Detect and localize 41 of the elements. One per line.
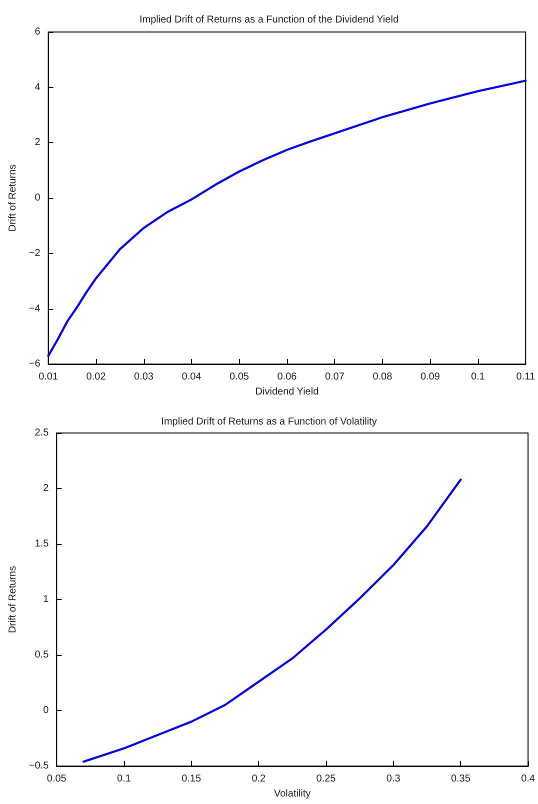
x-axis-title: Volatility bbox=[274, 788, 311, 800]
x-tick-label: 0.09 bbox=[420, 372, 440, 383]
x-tick-label: 0.15 bbox=[182, 774, 202, 785]
y-tick-label: −2 bbox=[28, 248, 41, 259]
x-tick-label: 0.1 bbox=[470, 372, 486, 383]
x-tick-label: 0.01 bbox=[38, 372, 58, 383]
y-tick-label: −0.5 bbox=[28, 760, 50, 772]
y-tick-label: 4 bbox=[34, 82, 41, 93]
y-tick-label: 2 bbox=[34, 137, 41, 148]
y-tick-label: −4 bbox=[28, 303, 41, 314]
y-tick-label: −6 bbox=[28, 358, 41, 370]
x-tick-label: 0.05 bbox=[46, 774, 67, 785]
y-axis-title: Drift of Returns bbox=[8, 566, 18, 634]
chart-title: Implied Drift of Returns as a Function of the Dividend Yield bbox=[139, 14, 399, 26]
x-axis-title: Dividend Yield bbox=[255, 386, 319, 398]
y-tick-label: 1.5 bbox=[34, 538, 50, 550]
y-tick-label: 1 bbox=[43, 594, 50, 606]
line-series bbox=[82, 478, 462, 763]
x-tick-label: 0.25 bbox=[316, 774, 336, 785]
x-tick-label: 0.2 bbox=[252, 774, 266, 785]
x-tick-label: 0.05 bbox=[230, 372, 250, 383]
y-tick-label: 2 bbox=[43, 483, 50, 494]
y-tick-label: 6 bbox=[34, 26, 41, 38]
x-tick-label: 0.08 bbox=[372, 372, 393, 383]
x-tick-label: 0.04 bbox=[182, 372, 202, 383]
x-tick-label: 0.4 bbox=[521, 774, 536, 785]
y-tick-label: 2.5 bbox=[34, 428, 50, 438]
y-tick-label: 0 bbox=[43, 705, 50, 716]
x-tick-label: 0.1 bbox=[117, 774, 132, 785]
x-tick-label: 0.3 bbox=[386, 774, 401, 785]
line-series bbox=[47, 80, 527, 357]
x-tick-label: 0.07 bbox=[324, 372, 345, 383]
x-tick-label: 0.06 bbox=[277, 372, 298, 383]
y-tick-label: 0 bbox=[34, 192, 41, 204]
y-tick-label: 0.5 bbox=[34, 650, 50, 661]
x-tick-label: 0.11 bbox=[516, 372, 536, 383]
x-tick-label: 0.03 bbox=[134, 372, 154, 383]
chart-title: Implied Drift of Returns as a Function of Volatility bbox=[161, 416, 377, 428]
x-tick-label: 0.02 bbox=[86, 372, 106, 383]
y-axis-title: Drift of Returns bbox=[8, 164, 18, 232]
x-tick-label: 0.35 bbox=[450, 774, 471, 785]
